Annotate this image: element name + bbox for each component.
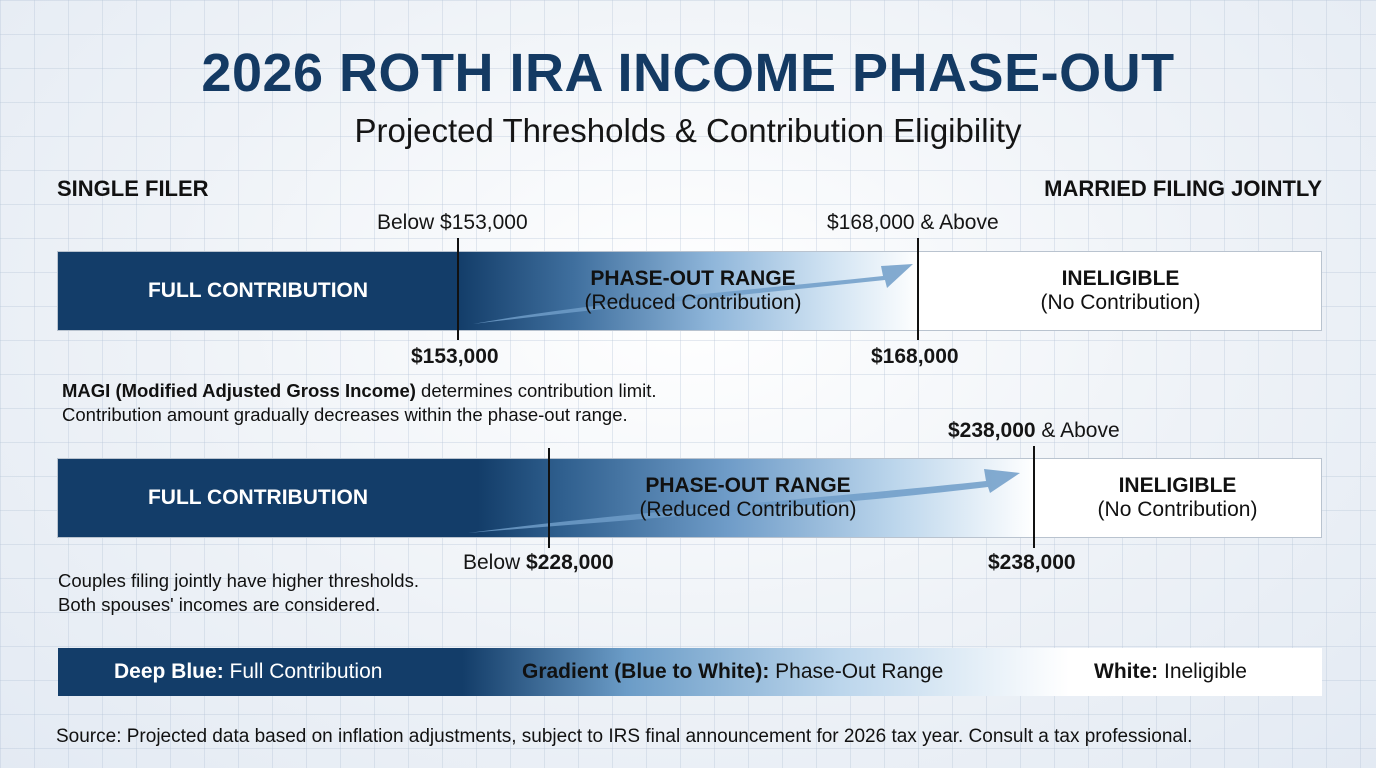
legend-deep-blue-key: Deep Blue: <box>114 660 224 683</box>
married-upper-suffix: & Above <box>1035 419 1120 442</box>
legend-gradient: Gradient (Blue to White): Phase-Out Rang… <box>522 648 943 696</box>
ineligible-label: INELIGIBLE (No Contribution) <box>920 252 1321 330</box>
legend-deep-blue-value: Full Contribution <box>223 660 383 683</box>
phase-out-subtitle: (Reduced Contribution) <box>639 498 857 521</box>
phase-out-arrow-icon <box>468 469 1020 533</box>
single-lower-threshold-value: $153,000 <box>411 345 499 368</box>
ineligible-label: INELIGIBLE (No Contribution) <box>1034 459 1321 537</box>
ineligible-segment <box>920 252 1321 330</box>
ineligible-title: INELIGIBLE <box>1118 474 1237 497</box>
married-lower-value: $228,000 <box>526 551 614 574</box>
ineligible-title: INELIGIBLE <box>1061 267 1180 290</box>
phase-out-segment <box>458 252 920 330</box>
married-filing-jointly-bar: FULL CONTRIBUTION PHASE-OUT RANGE (Reduc… <box>57 458 1322 538</box>
single-note: MAGI (Modified Adjusted Gross Income) de… <box>62 379 657 427</box>
phase-out-label: PHASE-OUT RANGE (Reduced Contribution) <box>458 252 928 330</box>
single-upper-threshold-marker <box>917 238 919 340</box>
married-filing-jointly-heading: MARRIED FILING JOINTLY <box>1044 176 1322 201</box>
married-lower-threshold-value: Below $228,000 <box>463 551 614 575</box>
phase-out-arrow-icon <box>473 264 913 324</box>
single-upper-threshold-label: $168,000 & Above <box>827 211 999 234</box>
single-upper-threshold-value: $168,000 <box>871 345 959 368</box>
legend-gradient-value: Phase-Out Range <box>769 660 944 683</box>
married-upper-threshold-value: $238,000 <box>988 551 1076 574</box>
legend-gradient-key: Gradient (Blue to White): <box>522 660 770 683</box>
married-note: Couples filing jointly have higher thres… <box>58 569 419 617</box>
phase-out-label: PHASE-OUT RANGE (Reduced Contribution) <box>578 459 918 537</box>
page-subtitle: Projected Thresholds & Contribution Elig… <box>354 112 1022 149</box>
ineligible-subtitle: (No Contribution) <box>1097 498 1258 521</box>
married-upper-value: $238,000 <box>948 419 1036 442</box>
ineligible-segment <box>1034 459 1321 537</box>
phase-out-title: PHASE-OUT RANGE <box>645 474 851 497</box>
married-upper-threshold-marker <box>1033 446 1035 548</box>
married-lower-threshold-marker <box>548 448 550 548</box>
color-legend: Deep Blue: Full Contribution Gradient (B… <box>58 648 1322 696</box>
married-lower-prefix: Below <box>463 551 527 574</box>
magi-term: MAGI (Modified Adjusted Gross Income) <box>62 380 416 401</box>
legend-white-key: White: <box>1094 660 1159 683</box>
single-filer-heading: SINGLE FILER <box>57 176 209 201</box>
married-upper-threshold-label: $238,000 & Above <box>948 419 1120 443</box>
single-note-line2: Contribution amount gradually decreases … <box>62 404 628 425</box>
married-note-line1: Couples filing jointly have higher thres… <box>58 570 419 591</box>
full-contribution-segment <box>58 252 458 330</box>
full-contribution-label: FULL CONTRIBUTION <box>147 486 369 509</box>
phase-out-subtitle: (Reduced Contribution) <box>584 291 802 314</box>
single-lower-threshold-marker <box>457 238 459 340</box>
single-note-line1: determines contribution limit. <box>415 380 657 401</box>
ineligible-subtitle: (No Contribution) <box>1040 291 1201 314</box>
page-title: 2026 ROTH IRA INCOME PHASE-OUT <box>201 43 1175 103</box>
legend-white: White: Ineligible <box>1094 648 1247 696</box>
single-filer-bar: FULL CONTRIBUTION PHASE-OUT RANGE (Reduc… <box>57 251 1322 331</box>
phase-out-title: PHASE-OUT RANGE <box>590 267 796 290</box>
legend-white-value: Ineligible <box>1158 660 1247 683</box>
full-contribution-label: FULL CONTRIBUTION <box>147 279 369 302</box>
source-footnote: Source: Projected data based on inflatio… <box>56 726 1193 747</box>
single-lower-threshold-label: Below $153,000 <box>377 211 528 234</box>
legend-deep-blue: Deep Blue: Full Contribution <box>114 648 382 696</box>
full-contribution-segment <box>58 459 478 537</box>
married-note-line2: Both spouses' incomes are considered. <box>58 594 381 615</box>
